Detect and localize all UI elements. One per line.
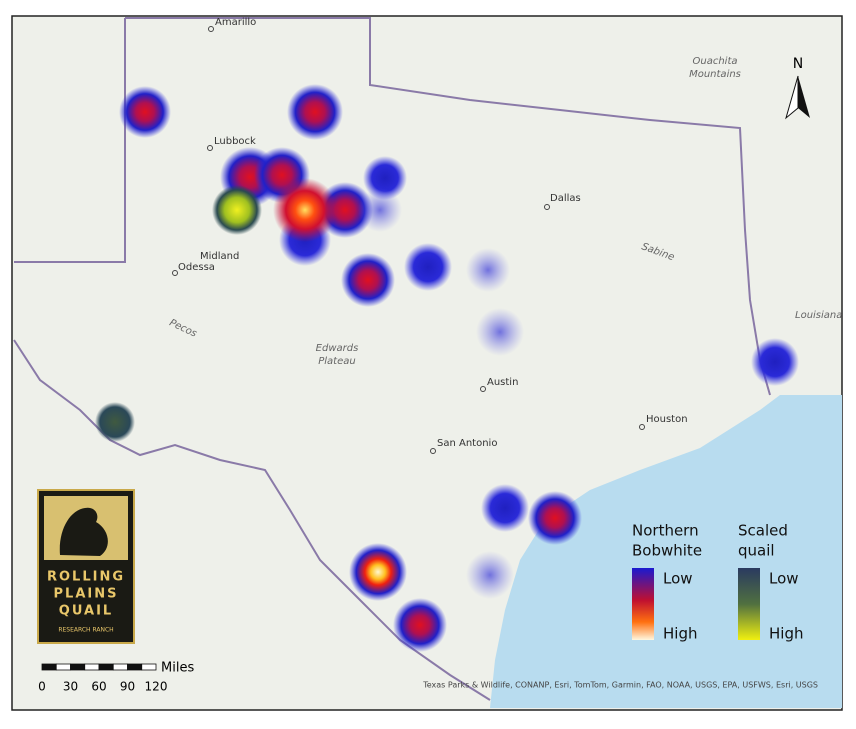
legend-title: Bobwhite <box>632 542 702 560</box>
logo-quail <box>59 507 108 556</box>
heat-spot <box>393 598 447 652</box>
scale-tick-label: 120 <box>145 680 168 694</box>
scale-tick-label: 60 <box>91 680 106 694</box>
scale-segment <box>41 663 57 671</box>
heat-spot <box>273 178 337 242</box>
scale-tick-label: 90 <box>120 680 135 694</box>
logo: ROLLING PLAINS QUAIL RESEARCH RANCH <box>37 489 135 644</box>
heat-spot <box>358 188 402 232</box>
map-frame: Amarillo Lubbock Midland Odessa Dallas A… <box>11 15 843 711</box>
heat-spot <box>349 543 407 601</box>
heat-spot <box>95 402 135 442</box>
place-label: Midland <box>200 251 239 262</box>
place-dot <box>544 204 550 210</box>
heat-spots <box>95 84 799 652</box>
place-dot <box>639 424 645 430</box>
border <box>13 339 491 701</box>
place-label: Austin <box>487 377 518 388</box>
place-dot <box>172 270 178 276</box>
heat-spot <box>287 84 343 140</box>
heat-spot <box>212 185 262 235</box>
heat-spot <box>481 484 529 532</box>
place-label: Dallas <box>550 193 581 204</box>
legend-title: Scaled <box>738 522 788 540</box>
region-label: Edwards Plateau <box>316 343 359 367</box>
scale-segment <box>127 663 143 671</box>
scale-segment <box>55 663 71 671</box>
legend-low: Low <box>769 570 799 588</box>
place-label: San Antonio <box>437 438 497 449</box>
scale-tick-label: 0 <box>38 680 46 694</box>
place-label: Odessa <box>178 262 215 273</box>
place-dot <box>430 448 436 454</box>
legend-low: Low <box>663 570 693 588</box>
place-label: Amarillo <box>215 17 256 28</box>
heat-spot <box>119 86 171 138</box>
legend-title: Northern <box>632 522 699 540</box>
region-label: Ouachita Mountains <box>689 56 741 80</box>
scale-segment <box>70 663 86 671</box>
heat-spot <box>466 248 510 292</box>
heat-spot <box>341 253 395 307</box>
logo-text: QUAIL <box>59 604 113 619</box>
place-dot <box>208 26 214 32</box>
place-label: Houston <box>646 414 688 425</box>
attribution: Texas Parks & Wildlife, CONANP, Esri, To… <box>422 681 818 690</box>
scale-tick-label: 30 <box>63 680 78 694</box>
scale-segment <box>141 663 157 671</box>
heat-spot <box>466 551 514 599</box>
heat-spot <box>476 308 524 356</box>
scale-bar: Miles 0 30 60 90 120 <box>38 661 194 694</box>
legend: Northern Bobwhite Low High Scaled quail … <box>632 522 803 643</box>
legend-high: High <box>769 625 803 643</box>
arrow-right <box>798 76 810 118</box>
legend-ramp <box>632 568 654 640</box>
logo-text: RESEARCH RANCH <box>58 627 113 634</box>
logo-text: PLAINS <box>54 587 119 602</box>
place-dot <box>480 386 486 392</box>
legend-ramp <box>738 568 760 640</box>
places: Amarillo Lubbock Midland Odessa Dallas A… <box>172 17 688 454</box>
north-arrow: N <box>785 56 810 120</box>
place-dot <box>207 145 213 151</box>
scale-unit: Miles <box>161 661 194 676</box>
legend-title: quail <box>738 542 775 560</box>
legend-high: High <box>663 625 697 643</box>
logo-text: ROLLING <box>47 570 125 585</box>
heat-spot <box>751 338 799 386</box>
scale-segment <box>84 663 100 671</box>
heat-spot <box>404 243 452 291</box>
north-label: N <box>793 56 803 72</box>
place-label: Lubbock <box>214 136 256 147</box>
scale-segment <box>112 663 128 671</box>
scale-segment <box>98 663 114 671</box>
region-label: Louisiana <box>795 310 842 321</box>
heat-spot <box>528 491 582 545</box>
